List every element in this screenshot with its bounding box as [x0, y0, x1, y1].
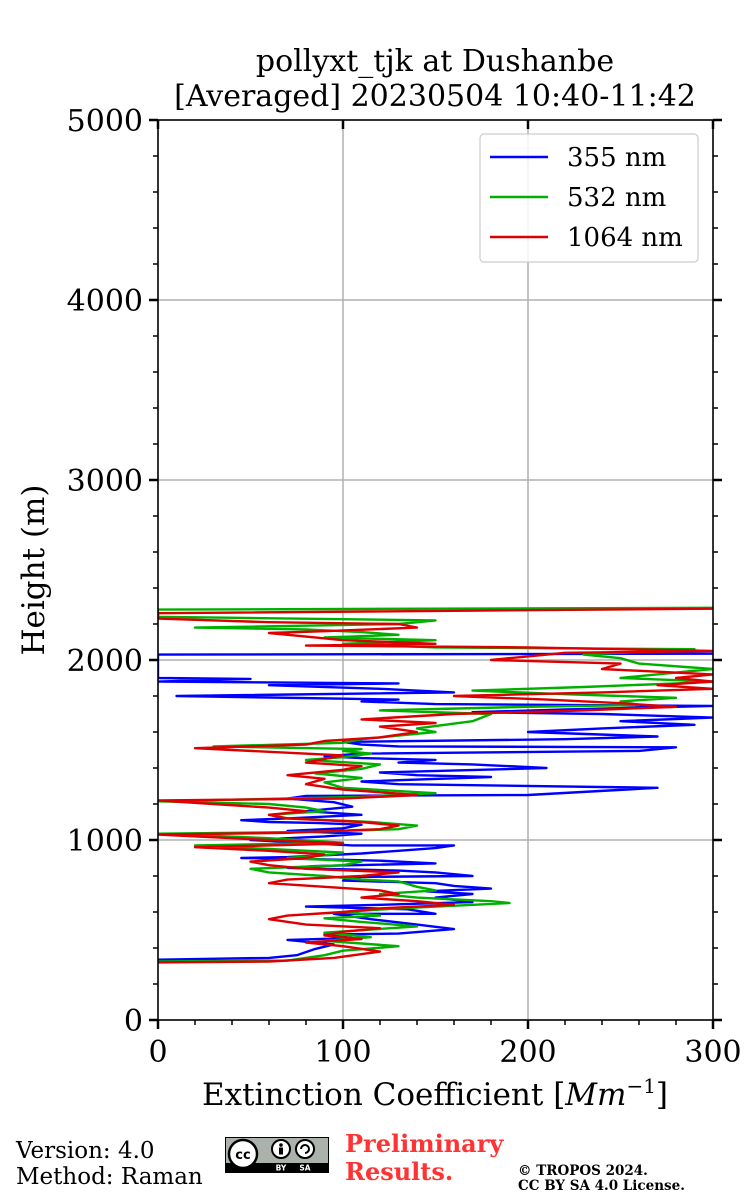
legend: 355 nm 532 nm 1064 nm — [479, 133, 699, 263]
series-line-532-nm — [158, 606, 713, 963]
chart-title-line1: pollyxt_tjk at Dushanbe — [256, 44, 614, 79]
y-tick-label: 0 — [124, 1004, 143, 1039]
copyright-note: © TROPOS 2024. CC BY SA 4.0 License. — [518, 1164, 685, 1194]
preliminary-line1: Preliminary — [345, 1129, 504, 1158]
method-text: Method: Raman — [16, 1164, 203, 1190]
sa-text: SA — [299, 1164, 310, 1173]
series-line-1064-nm — [158, 607, 713, 964]
cc-text: cc — [235, 1148, 250, 1163]
legend-label: 355 nm — [567, 143, 666, 173]
cc-by-sa-icon: cc BY SA — [225, 1137, 329, 1173]
version-info: Version: 4.0 Method: Raman — [16, 1138, 203, 1190]
y-tick-label: 1000 — [67, 824, 143, 859]
legend-box — [479, 133, 699, 263]
sa-icon — [295, 1139, 315, 1159]
plot-frame — [157, 119, 714, 1021]
y-tick-label: 5000 — [67, 104, 143, 139]
by-text: BY — [276, 1164, 287, 1173]
y-tick-label: 3000 — [67, 464, 143, 499]
x-axis-label-exponent: −1 — [626, 1074, 655, 1098]
x-axis-label-close: ] — [656, 1077, 668, 1113]
x-tick-label: 300 — [684, 1035, 741, 1070]
series-layer — [158, 606, 713, 964]
y-tick-label: 2000 — [67, 644, 143, 679]
x-axis-label-unit: Mm — [564, 1077, 626, 1113]
y-tick-label: 4000 — [67, 284, 143, 319]
copyright-line1: © TROPOS 2024. — [518, 1163, 648, 1179]
preliminary-note: Preliminary Results. — [345, 1130, 503, 1186]
x-axis-label-text: Extinction Coefficient [ — [202, 1077, 565, 1113]
y-axis-label: Height (m) — [16, 485, 52, 656]
legend-label: 1064 nm — [567, 223, 683, 253]
x-tick-label: 100 — [314, 1035, 371, 1070]
preliminary-line2: Results. — [345, 1157, 454, 1186]
cc-icon — [227, 1138, 259, 1170]
legend-label: 532 nm — [567, 183, 666, 213]
x-axis-label: Extinction Coefficient [Mm−1] — [202, 1074, 668, 1113]
x-tick-label: 0 — [148, 1035, 167, 1070]
version-text: Version: 4.0 — [16, 1138, 155, 1164]
copyright-line2: CC BY SA 4.0 License. — [518, 1178, 685, 1194]
x-tick-label: 200 — [499, 1035, 556, 1070]
chart-title-line2: [Averaged] 20230504 10:40-11:42 — [174, 79, 696, 114]
